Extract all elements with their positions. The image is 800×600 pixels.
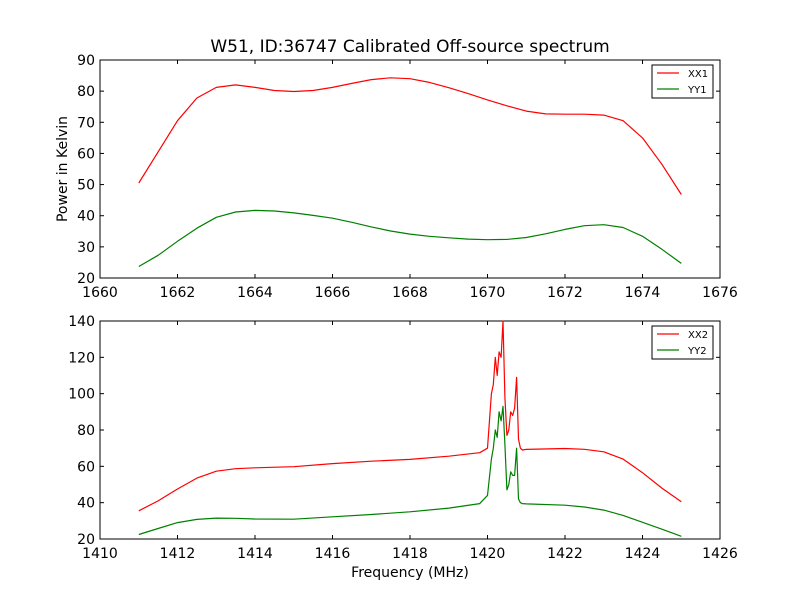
series-line-xx1 xyxy=(138,77,682,195)
top-panel: 20 30 40 50 60 70 80 90 1660 1662 1664 1666 1668 167… xyxy=(55,53,738,301)
top-x-tick-label: 1660 xyxy=(82,285,118,301)
top-legend: XX1 YY1 xyxy=(651,64,714,99)
series-line-yy2 xyxy=(138,405,682,537)
top-series xyxy=(138,77,682,268)
top-y-tick-label: 30 xyxy=(77,240,95,256)
series-line-yy1 xyxy=(138,209,682,268)
top-x-tick-label: 1676 xyxy=(702,285,738,301)
legend-label-xx1: XX1 xyxy=(688,69,708,80)
bottom-legend-box xyxy=(651,325,714,360)
top-x-tick-label: 1668 xyxy=(392,285,428,301)
top-y-axis: 20 30 40 50 60 70 80 90 xyxy=(77,53,720,287)
top-legend-box xyxy=(651,64,714,99)
top-y-tick-label: 80 xyxy=(77,84,95,100)
bottom-legend: XX2 YY2 xyxy=(651,325,714,360)
bottom-y-tick-label: 60 xyxy=(77,459,95,475)
bottom-x-tick-label: 1410 xyxy=(82,546,118,562)
top-y-axis-label: Power in Kelvin xyxy=(55,116,71,222)
legend-label-xx2: XX2 xyxy=(688,330,708,341)
bottom-y-tick-label: 40 xyxy=(77,496,95,512)
chart-title: W51, ID:36747 Calibrated Off-source spec… xyxy=(210,37,609,57)
bottom-x-tick-label: 1420 xyxy=(470,546,506,562)
bottom-x-tick-label: 1422 xyxy=(547,546,583,562)
top-y-tick-label: 40 xyxy=(77,209,95,225)
bottom-y-tick-label: 20 xyxy=(77,532,95,548)
bottom-x-axis: 1410 1412 1414 1416 1418 1420 1422 1424 1426 xyxy=(82,321,738,562)
bottom-x-axis-label: Frequency (MHz) xyxy=(351,565,469,581)
bottom-x-tick-label: 1416 xyxy=(315,546,351,562)
legend-label-yy2: YY2 xyxy=(687,346,707,357)
top-x-tick-label: 1664 xyxy=(237,285,273,301)
bottom-series xyxy=(138,320,682,537)
bottom-x-tick-label: 1412 xyxy=(160,546,196,562)
bottom-x-tick-label: 1426 xyxy=(702,546,738,562)
top-x-tick-label: 1662 xyxy=(160,285,196,301)
series-line-xx2 xyxy=(138,320,682,512)
bottom-x-tick-label: 1418 xyxy=(392,546,428,562)
bottom-y-tick-label: 80 xyxy=(77,423,95,439)
top-x-tick-label: 1666 xyxy=(315,285,351,301)
top-y-tick-label: 60 xyxy=(77,146,95,162)
top-x-tick-label: 1674 xyxy=(625,285,661,301)
bottom-y-tick-label: 140 xyxy=(68,314,95,330)
top-x-axis: 1660 1662 1664 1666 1668 1670 1672 1674 1676 xyxy=(82,60,738,301)
top-x-tick-label: 1670 xyxy=(470,285,506,301)
bottom-y-tick-label: 100 xyxy=(68,387,95,403)
bottom-x-tick-label: 1424 xyxy=(625,546,661,562)
top-x-tick-label: 1672 xyxy=(547,285,583,301)
bottom-x-tick-label: 1414 xyxy=(237,546,273,562)
top-y-tick-label: 50 xyxy=(77,178,95,194)
bottom-y-axis: 20 40 60 80 100 120 140 xyxy=(68,314,720,548)
top-y-tick-label: 70 xyxy=(77,115,95,131)
top-y-tick-label: 90 xyxy=(77,53,95,69)
legend-label-yy1: YY1 xyxy=(687,85,707,96)
bottom-y-tick-label: 120 xyxy=(68,350,95,366)
top-y-tick-label: 20 xyxy=(77,271,95,287)
